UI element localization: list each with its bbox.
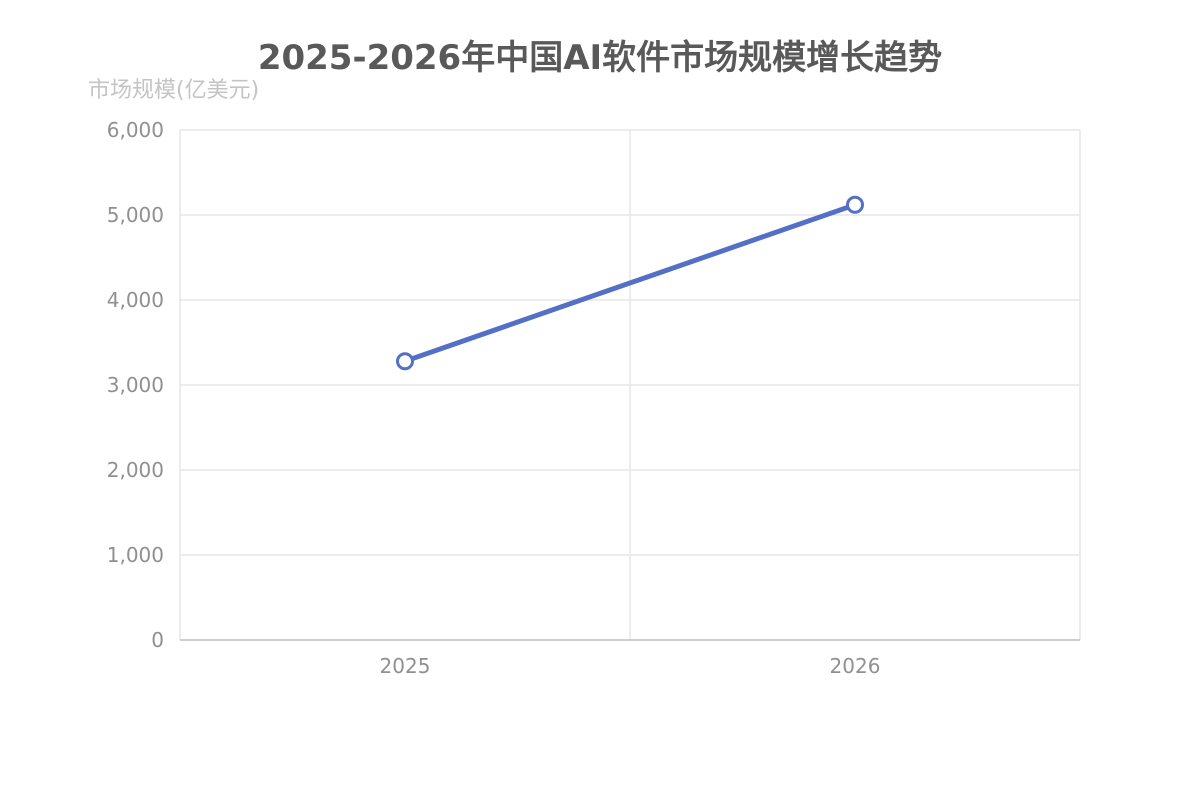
series-layer xyxy=(396,195,864,371)
y-tick-label: 0 xyxy=(151,628,164,652)
x-tick-label: 2025 xyxy=(380,654,431,678)
series-line xyxy=(402,202,858,364)
grid-lines xyxy=(179,129,1081,640)
data-point-marker[interactable] xyxy=(396,352,414,371)
chart-title: 2025-2026年中国AI软件市场规模增长趋势 xyxy=(257,38,943,78)
y-axis-title: 市场规模(亿美元) xyxy=(88,78,260,103)
y-tick-label: 2,000 xyxy=(107,458,164,482)
x-tick-label: 2026 xyxy=(830,654,881,678)
y-tick-label: 3,000 xyxy=(107,373,164,397)
tick-labels: 0 1,000 2,000 3,000 4,000 5,000 6,000 2025 2026 xyxy=(107,118,881,678)
y-tick-label: 5,000 xyxy=(107,203,164,227)
y-tick-label: 1,000 xyxy=(107,543,164,567)
data-point-marker[interactable] xyxy=(846,195,864,214)
y-tick-label: 4,000 xyxy=(107,288,164,312)
y-tick-label: 6,000 xyxy=(107,118,164,142)
